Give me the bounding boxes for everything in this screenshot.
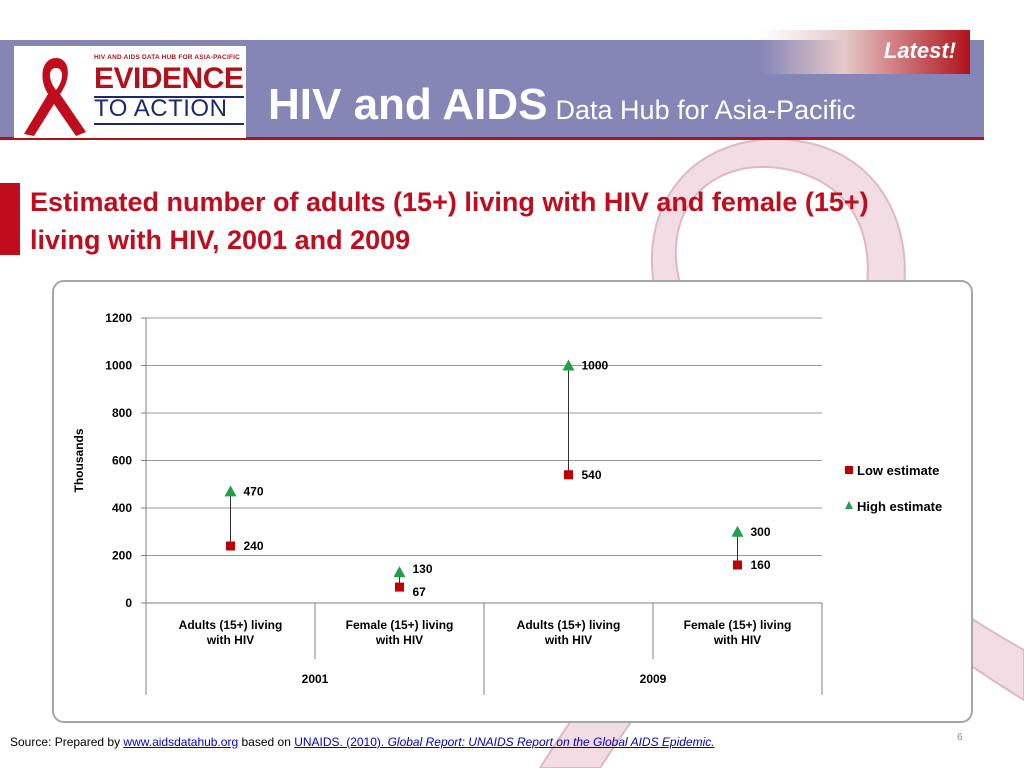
y-tick-label: 800 (112, 406, 132, 420)
legend-low-marker (845, 466, 853, 474)
y-tick-label: 600 (112, 454, 132, 468)
category-label: Female (15+) living (684, 618, 792, 632)
evidence-to-action-logo: HIV AND AIDS DATA HUB FOR ASIA-PACIFIC E… (14, 46, 246, 138)
header-title-main: HIV and AIDS (268, 80, 548, 129)
y-tick-label: 1200 (105, 311, 132, 325)
y-axis-label: Thousands (72, 428, 86, 492)
category-label: with HIV (375, 633, 423, 647)
high-estimate-label: 470 (244, 484, 264, 498)
category-label: Female (15+) living (346, 618, 454, 632)
category-label: with HIV (544, 633, 592, 647)
category-label: Adults (15+) living (179, 618, 283, 632)
high-estimate-marker (393, 566, 406, 578)
latest-label[interactable]: Latest! (883, 38, 956, 63)
slide-title: Estimated number of adults (15+) living … (30, 187, 869, 255)
legend-low-label: Low estimate (857, 463, 939, 478)
low-estimate-marker (226, 541, 235, 551)
unaids-report-title[interactable]: Global Report: UNAIDS Report on the Glob… (387, 735, 715, 749)
legend-high-label: High estimate (857, 499, 942, 514)
high-estimate-marker (731, 525, 744, 537)
logo-evidence: EVIDENCE (94, 62, 244, 95)
header-title-sub: Data Hub for Asia-Pacific (555, 95, 856, 125)
latest-tab[interactable]: Latest! (760, 30, 970, 74)
red-ribbon-icon (24, 58, 86, 136)
high-estimate-label: 130 (413, 562, 433, 576)
y-tick-label: 400 (112, 501, 132, 515)
logo-divider (94, 96, 244, 98)
high-estimate-label: 300 (751, 525, 771, 539)
unaids-citation[interactable]: UNAIDS. (2010). (294, 735, 388, 749)
high-estimate-marker (224, 485, 237, 497)
y-tick-label: 1000 (105, 359, 132, 373)
category-label: with HIV (206, 633, 254, 647)
source-note: Source: Prepared by www.aidsdatahub.org … (10, 735, 715, 749)
y-tick-label: 200 (112, 549, 132, 563)
legend-high-marker (845, 501, 853, 509)
page-number: 6 (957, 732, 963, 743)
low-estimate-label: 240 (244, 539, 264, 553)
logo-divider (94, 123, 244, 125)
logo-tagline: HIV AND AIDS DATA HUB FOR ASIA-PACIFIC (94, 54, 241, 61)
logo-to-action: TO ACTION (94, 95, 228, 122)
group-label: 2001 (302, 672, 329, 686)
low-estimate-marker (395, 582, 404, 592)
source-prefix: Source: Prepared by (10, 735, 124, 749)
low-estimate-marker (733, 560, 742, 570)
source-middle: based on (238, 735, 295, 749)
low-estimate-label: 67 (413, 585, 427, 599)
low-estimate-marker (564, 470, 573, 480)
low-estimate-label: 540 (582, 468, 602, 482)
y-tick-label: 0 (125, 596, 132, 610)
unaids-report-link[interactable]: UNAIDS. (2010). Global Report: UNAIDS Re… (294, 735, 714, 749)
category-label: Adults (15+) living (517, 618, 621, 632)
high-estimate-marker (562, 359, 575, 371)
header-title: HIV and AIDS Data Hub for Asia-Pacific (268, 80, 856, 130)
range-chart: 0 200 400 600 800 1000 1200 Thousands Adults (15… (72, 311, 942, 695)
low-estimate-label: 160 (751, 558, 771, 572)
aidsdatahub-link[interactable]: www.aidsdatahub.org (123, 735, 239, 749)
group-label: 2009 (640, 672, 667, 686)
high-estimate-label: 1000 (582, 359, 609, 373)
title-accent-bar (0, 183, 20, 255)
category-label: with HIV (713, 633, 761, 647)
chart-frame (52, 280, 973, 723)
